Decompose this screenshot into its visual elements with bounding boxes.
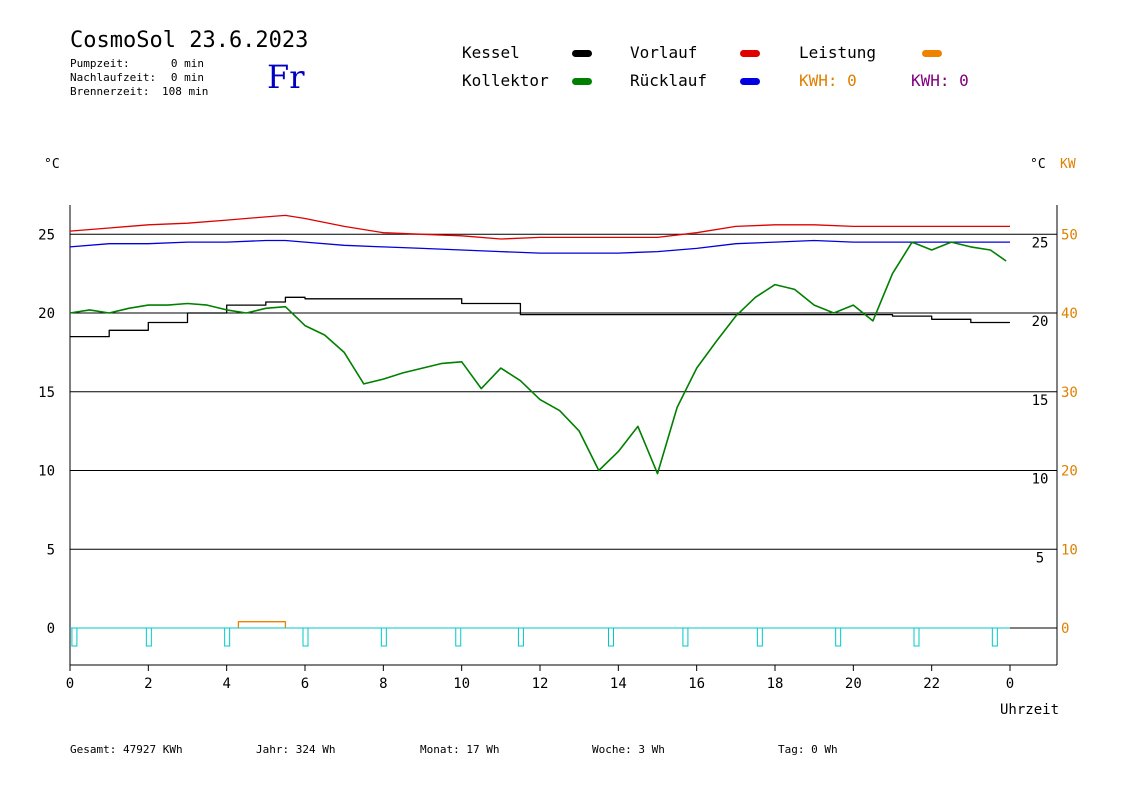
legend-vorlauf-label: Vorlauf xyxy=(630,43,698,62)
series-line-vorlauf xyxy=(69,214,1010,240)
legend-kessel-label: Kessel xyxy=(462,43,520,62)
legend-ruecklauf-swatch xyxy=(740,78,760,85)
footer-jahr: Jahr: 324 Wh xyxy=(256,743,336,756)
stat-value: 0 min xyxy=(170,71,204,84)
x-tick-label: 0 xyxy=(1006,676,1014,692)
pump-marker xyxy=(224,627,231,647)
pump-marker xyxy=(302,627,309,647)
legend-kollektor-swatch xyxy=(572,78,592,85)
axes xyxy=(69,205,1058,671)
legend-ruecklauf-label: Rücklauf xyxy=(630,71,708,90)
y-tick-label-right-celsius: 25 xyxy=(1032,235,1049,251)
pump-marker xyxy=(835,627,842,647)
y-tick-label-right-kw: 30 xyxy=(1061,385,1078,401)
pump-marker xyxy=(608,627,614,647)
footer-woche-label: Woche: xyxy=(592,743,632,756)
y-tick-label-left: 15 xyxy=(38,385,55,401)
footer-jahr-label: Jahr: xyxy=(256,743,290,756)
pump-marker xyxy=(682,627,689,647)
pump-marker xyxy=(145,627,152,647)
series-line-kessel xyxy=(70,296,1010,338)
series-line-rücklauf xyxy=(69,239,1010,254)
grid-lines xyxy=(70,233,1057,629)
chart-title: CosmoSol 23.6.2023 xyxy=(70,28,309,53)
x-tick-label: 4 xyxy=(222,676,230,692)
x-tick-label: 2 xyxy=(144,676,152,692)
footer-woche: Woche: 3 Wh xyxy=(592,743,665,756)
y-tick-label-right-celsius: 5 xyxy=(1036,550,1044,566)
left-axis-unit: °C xyxy=(44,157,60,172)
legend-leistung-swatch xyxy=(922,50,942,57)
stat-label: Brennerzeit: xyxy=(70,85,150,98)
right-axis-unit-kw: KW xyxy=(1060,157,1076,172)
x-tick-label: 12 xyxy=(532,676,549,692)
y-tick-label-left: 5 xyxy=(47,542,55,558)
footer-monat: Monat: 17 Wh xyxy=(420,743,500,756)
weekday-label: Fr xyxy=(267,58,305,96)
x-tick-label: 22 xyxy=(923,676,940,692)
tick-labels: 0 2 4 6 8 10 12 14 16 18 20 22 0 0 5 10 15 20 25 5 10 15 20 25 0… xyxy=(38,227,1078,692)
stat-value: 0 min xyxy=(170,57,204,70)
x-tick-label: 10 xyxy=(453,676,470,692)
x-tick-label: 8 xyxy=(379,676,387,692)
pump-marker xyxy=(517,627,524,647)
stat-nachlaufzeit: Nachlaufzeit: 0 min xyxy=(70,71,204,85)
footer-tag: Tag: 0 Wh xyxy=(778,743,838,756)
stat-label: Nachlaufzeit: xyxy=(70,71,157,84)
pump-marker xyxy=(756,627,763,647)
series-lines xyxy=(69,214,1010,628)
y-tick-label-left: 25 xyxy=(38,227,55,243)
footer-woche-value: 3 Wh xyxy=(638,743,665,756)
stat-value: 108 min xyxy=(162,85,209,98)
x-tick-label: 16 xyxy=(688,676,705,692)
x-tick-label: 0 xyxy=(66,676,74,692)
pump-marker xyxy=(913,627,920,647)
x-tick-label: 6 xyxy=(301,676,309,692)
y-tick-label-left: 20 xyxy=(38,306,55,322)
pump-marker xyxy=(455,627,462,647)
series-line-kollektor xyxy=(69,241,1007,475)
footer-gesamt-label: Gesamt: xyxy=(70,743,117,756)
footer-gesamt: Gesamt: 47927 KWh xyxy=(70,743,183,756)
pump-marker xyxy=(991,627,998,647)
legend-leistung-label: Leistung xyxy=(799,43,877,62)
stat-pumpzeit: Pumpzeit: 0 min xyxy=(70,57,204,71)
pump-marker xyxy=(380,627,387,647)
y-tick-label-left: 0 xyxy=(47,621,55,637)
footer-monat-label: Monat: xyxy=(420,743,460,756)
right-axis-unit-celsius: °C xyxy=(1030,157,1046,172)
stat-brennerzeit: Brennerzeit: 108 min xyxy=(70,85,209,99)
legend-vorlauf-swatch xyxy=(740,50,760,57)
x-tick-label: 14 xyxy=(610,676,627,692)
x-tick-label: 18 xyxy=(767,676,784,692)
y-tick-label-left: 10 xyxy=(38,464,55,480)
series-line-leistung xyxy=(237,621,287,628)
x-tick-label: 20 xyxy=(845,676,862,692)
y-tick-label-right-celsius: 15 xyxy=(1032,393,1049,409)
y-tick-label-right-kw: 20 xyxy=(1061,464,1078,480)
legend-kwh-purple: KWH: 0 xyxy=(911,71,969,90)
pump-marker xyxy=(71,627,78,647)
footer-jahr-value: 324 Wh xyxy=(295,743,336,756)
pump-markers xyxy=(70,627,1010,647)
footer-tag-label: Tag: xyxy=(778,743,805,756)
y-tick-label-right-kw: 0 xyxy=(1061,621,1069,637)
legend-kessel-swatch xyxy=(572,50,592,57)
y-tick-label-right-kw: 40 xyxy=(1061,306,1078,322)
footer-monat-value: 17 Wh xyxy=(466,743,500,756)
legend-kwh-orange: KWH: 0 xyxy=(799,71,857,90)
y-tick-label-right-kw: 50 xyxy=(1061,227,1078,243)
stat-label: Pumpzeit: xyxy=(70,57,130,70)
x-axis-label: Uhrzeit xyxy=(1000,702,1059,718)
footer-tag-value: 0 Wh xyxy=(811,743,838,756)
legend-kollektor-label: Kollektor xyxy=(462,71,549,90)
y-tick-label-right-celsius: 20 xyxy=(1032,314,1049,330)
y-tick-label-right-kw: 10 xyxy=(1061,542,1078,558)
y-tick-label-right-celsius: 10 xyxy=(1032,472,1049,488)
footer-gesamt-value: 47927 KWh xyxy=(122,743,183,756)
